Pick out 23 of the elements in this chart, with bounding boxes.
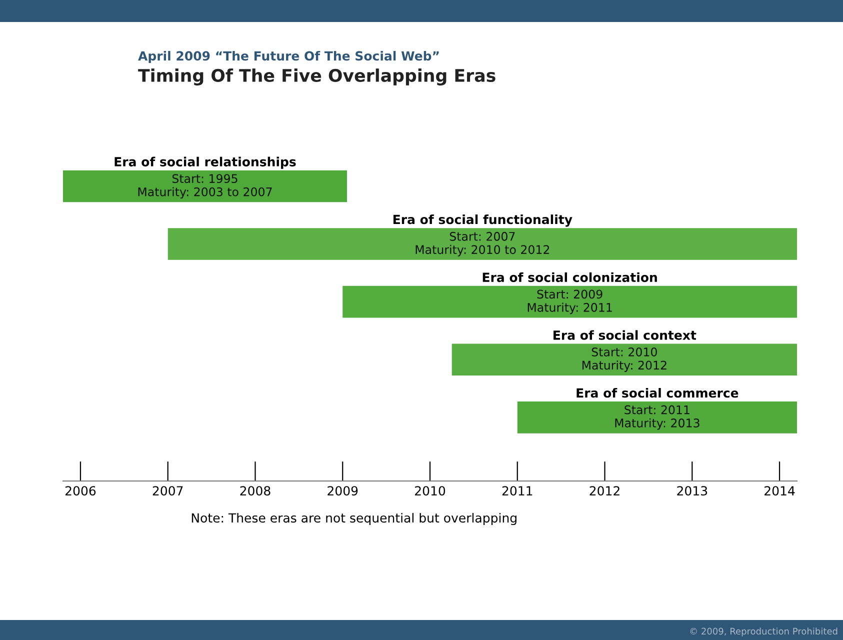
x-tick-label: 2011 — [502, 486, 532, 496]
data-label: Start: 2007 Maturity: 2010 to 2012 — [416, 232, 550, 256]
text: © 2009, Reproduction Prohibited — [690, 628, 838, 636]
y-tick-label: Era of social functionality — [393, 214, 572, 227]
data-label: Start: 2011 Maturity: 2013 — [615, 405, 700, 430]
x-tick-label: 2009 — [328, 486, 358, 496]
chart-title: Timing Of The Five Overlapping Eras — [138, 68, 496, 86]
text: Note: These eras are not sequential but overlapping — [192, 512, 516, 526]
data-label: Start: 1995 Maturity: 2003 to 2007 — [138, 174, 272, 199]
data-label: Start: 2009 Maturity: 2011 — [528, 290, 612, 314]
y-tick-label: Era of social relationships — [114, 156, 296, 169]
x-tick-label: 2008 — [240, 486, 270, 496]
x-tick-label: 2012 — [590, 486, 620, 496]
data-label: Start: 2010 Maturity: 2012 — [582, 348, 666, 372]
x-tick-label: 2006 — [65, 486, 96, 496]
y-tick-label: Era of social commerce — [576, 388, 738, 398]
x-tick-label: 2007 — [152, 486, 183, 496]
y-tick-label: Era of social colonization — [482, 272, 657, 282]
x-tick-label: 2013 — [677, 486, 708, 496]
y-tick-label: Era of social context — [554, 330, 696, 340]
chart-subtitle: April 2009 “The Future Of The Social Web” — [138, 50, 439, 64]
x-tick-label: 2014 — [764, 486, 795, 496]
x-tick-label: 2010 — [415, 486, 446, 496]
